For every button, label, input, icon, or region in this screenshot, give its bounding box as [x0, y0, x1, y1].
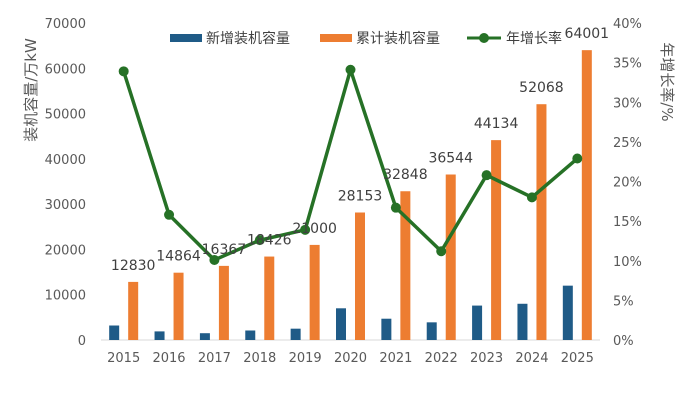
legend-label-growth-rate: 年增长率 [506, 30, 562, 47]
growth-rate-point [390, 202, 401, 213]
x-tick-label: 2021 [379, 351, 412, 366]
data-label-cumulative: 64001 [565, 26, 610, 42]
y-tick-left: 60000 [45, 62, 86, 77]
bar-new-capacity [562, 285, 573, 340]
data-label-cumulative: 14864 [156, 249, 201, 265]
x-tick-label: 2024 [515, 351, 548, 366]
bar-new-capacity [199, 333, 210, 340]
bar-new-capacity [154, 331, 165, 340]
y-axis-left-title: 装机容量/万kW [22, 38, 40, 142]
x-tick-label: 2018 [243, 351, 276, 366]
legend-marker-growth-rate [479, 33, 489, 43]
data-label-cumulative: 32848 [383, 167, 428, 183]
y-tick-left: 70000 [45, 17, 86, 32]
data-label-cumulative: 44134 [474, 116, 519, 132]
y-tick-right: 40% [613, 17, 642, 32]
bar-cumulative-capacity [445, 174, 456, 340]
growth-rate-point [436, 246, 447, 257]
y-tick-left: 50000 [45, 108, 86, 123]
bar-cumulative-capacity [400, 191, 411, 340]
y-tick-right: 10% [613, 255, 642, 270]
y-tick-right: 25% [613, 136, 642, 151]
growth-rate-point [254, 235, 265, 246]
growth-rate-line-layer [118, 64, 583, 265]
legend: 新增装机容量 累计装机容量 年增长率 [170, 30, 562, 47]
data-label-cumulative: 12830 [111, 258, 156, 274]
y-tick-right: 20% [613, 176, 642, 191]
bar-cumulative-capacity [264, 256, 275, 340]
bar-new-capacity [426, 322, 437, 340]
growth-rate-point [209, 254, 220, 265]
bar-cumulative-capacity [218, 265, 229, 340]
bar-cumulative-capacity [491, 140, 502, 340]
bar-new-capacity [472, 305, 483, 340]
growth-rate-point [300, 224, 311, 235]
x-tick-label: 2019 [289, 351, 322, 366]
x-tick-label: 2023 [470, 351, 503, 366]
y-tick-left: 10000 [45, 289, 86, 304]
data-label-cumulative: 18426 [247, 233, 292, 249]
growth-rate-point [572, 153, 583, 164]
growth-rate-point [481, 170, 492, 181]
y-tick-right: 5% [613, 294, 634, 309]
growth-rate-point [164, 209, 175, 220]
data-label-cumulative: 21000 [292, 221, 337, 237]
x-tick-label: 2015 [107, 351, 140, 366]
bar-new-capacity [245, 330, 256, 340]
x-tick-label: 2017 [198, 351, 231, 366]
bar-cumulative-capacity [536, 104, 547, 340]
legend-swatch-new-capacity [170, 34, 202, 42]
x-tick-label: 2025 [561, 351, 594, 366]
data-label-cumulative: 52068 [519, 80, 564, 96]
bar-cumulative-capacity [173, 272, 184, 340]
bar-new-capacity [381, 318, 392, 340]
bar-cumulative-capacity [581, 50, 592, 340]
bar-new-capacity [517, 303, 528, 340]
y-tick-right: 35% [613, 57, 642, 72]
x-tick-label: 2016 [152, 351, 185, 366]
growth-rate-point [526, 192, 537, 203]
y-tick-right: 30% [613, 96, 642, 111]
y-tick-right: 0% [613, 334, 634, 349]
data-label-cumulative: 16367 [202, 242, 247, 258]
y-tick-left: 20000 [45, 243, 86, 258]
x-tick-label: 2020 [334, 351, 367, 366]
bar-new-capacity [109, 325, 120, 340]
growth-rate-point [118, 66, 129, 77]
axes: 0 10000 20000 30000 40000 50000 60000 70000 0% 5%… [45, 17, 642, 366]
legend-label-new-capacity: 新增装机容量 [206, 30, 290, 47]
data-label-cumulative: 28153 [338, 189, 383, 205]
data-label-cumulative: 36544 [428, 151, 473, 167]
y-tick-left: 40000 [45, 153, 86, 168]
y-tick-left: 0 [78, 334, 86, 349]
bar-new-capacity [290, 328, 301, 340]
y-tick-left: 30000 [45, 198, 86, 213]
x-tick-label: 2022 [425, 351, 458, 366]
bar-new-capacity [336, 308, 346, 340]
bar-cumulative-capacity [309, 244, 320, 340]
bar-cumulative-capacity [128, 281, 139, 340]
bar-cumulative-capacity [355, 212, 365, 340]
y-axis-right-title: 年增长率/% [658, 42, 676, 121]
growth-rate-point [345, 64, 356, 75]
bars [109, 50, 592, 340]
legend-swatch-cumulative-capacity [320, 34, 352, 42]
y-tick-right: 15% [613, 215, 642, 230]
growth-rate-line [122, 68, 579, 262]
legend-label-cumulative-capacity: 累计装机容量 [356, 30, 440, 47]
